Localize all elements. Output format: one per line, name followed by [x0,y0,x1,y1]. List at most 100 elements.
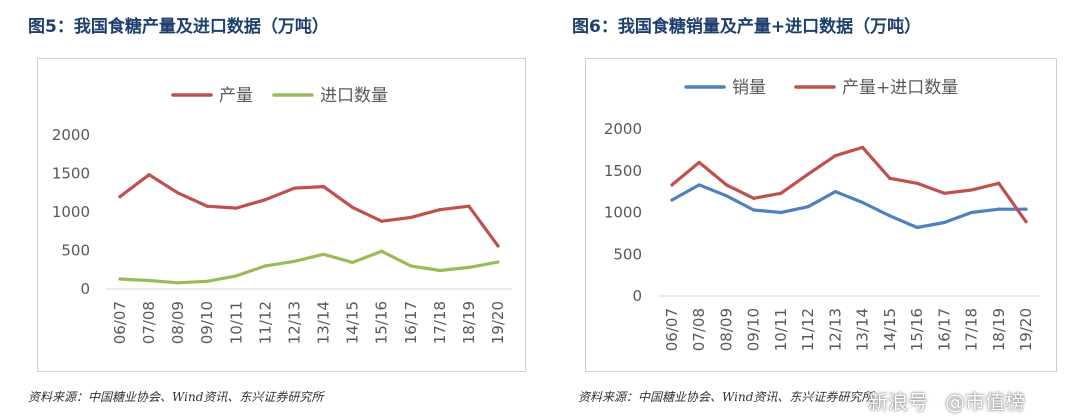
data-point [969,188,974,192]
data-point [670,183,674,187]
y-tick-label: 2000 [52,126,90,144]
data-point [806,205,810,209]
x-tick-label: 12/13 [826,308,844,351]
data-point [833,154,837,158]
data-point [1024,220,1028,224]
data-point [724,183,729,187]
x-tick-label: 13/14 [315,301,333,344]
data-point [670,198,674,202]
legend-label: 产量 [219,86,253,106]
x-tick-label: 15/16 [908,308,926,351]
data-point [467,265,471,270]
data-point [438,208,442,212]
chart6-svg: 0 500 1000 1500 2000 06/07 07/08 08/09 09/10 10/1… [604,78,1040,351]
series-line-0 [118,173,500,248]
data-point [292,186,297,190]
data-point [438,268,442,273]
data-point [915,181,919,185]
series-line-1 [670,145,1028,224]
data-point [833,190,837,194]
x-tick-label: 14/15 [881,308,899,351]
data-point [176,281,180,285]
figure6-source: 资料来源：中国糖业协会、Wind资讯、东兴证券研究所 [578,390,874,404]
data-point [888,176,892,180]
x-tick-label: 13/14 [854,308,872,351]
x-tick-label: 17/18 [431,301,449,344]
x-tick-label: 15/16 [373,301,391,344]
x-tick-label: 18/19 [990,308,1008,351]
x-tick-label: 19/20 [1017,308,1035,351]
data-point [496,244,500,248]
y-tick-label: 0 [632,287,642,305]
data-point [118,195,122,199]
x-tick-label: 09/10 [745,308,763,351]
data-point [997,207,1001,211]
chart5-panel: 0 500 1000 1500 2000 06/07 07/08 08/09 09/10 10/1… [37,58,526,372]
x-tick-label: 14/15 [344,301,362,344]
data-point [861,145,865,149]
y-tick-label: 500 [613,245,642,263]
x-tick-label: 17/18 [963,308,981,351]
y-tick-label: 1500 [604,162,642,180]
data-point [888,214,892,218]
data-point [147,278,151,283]
x-tick-label: 06/07 [663,308,681,351]
data-point [724,194,729,198]
x-tick-label: 10/11 [227,301,245,344]
data-point [321,252,326,256]
y-tick-label: 500 [61,242,90,260]
watermark: @市值榜 [945,390,1025,414]
y-tick-label: 1000 [604,204,642,222]
x-tick-label: 06/07 [111,301,129,344]
data-point [234,274,238,278]
data-point [752,196,756,200]
x-tick-label: 16/17 [935,308,953,351]
y-tick-label: 0 [80,280,90,298]
watermark-logo: 新浪号 [868,390,928,414]
data-point [779,191,783,195]
data-point [321,184,326,189]
data-point [409,215,413,219]
y-tick-label: 2000 [604,120,642,138]
data-point [969,210,974,215]
x-tick-label: 19/20 [489,301,507,344]
data-point [118,277,122,281]
y-tick-label: 1000 [52,203,90,221]
data-point [380,219,384,223]
data-point [496,260,500,264]
data-point [263,264,267,268]
data-point [380,249,384,253]
x-tick-label: 10/11 [772,308,790,351]
y-tick-label: 1500 [52,165,90,183]
data-point [205,279,209,283]
data-point [467,204,471,208]
data-point [147,173,151,177]
figure6-title: 图6：我国食糖销量及产量+进口数据（万吨） [572,17,922,37]
data-point [915,225,919,230]
x-tick-label: 08/09 [717,308,735,351]
data-point [861,200,865,205]
data-point [234,206,238,210]
x-tick-label: 16/17 [402,301,420,344]
x-tick-label: 07/08 [140,301,158,344]
data-point [697,183,701,187]
figure5-source: 资料来源：中国糖业协会、Wind资讯、东兴证券研究所 [28,390,324,404]
legend-label: 销量 [732,78,766,98]
legend-label: 产量+进口数量 [842,78,958,98]
chart5-svg: 0 500 1000 1500 2000 06/07 07/08 08/09 09/10 10/1… [52,86,512,344]
data-point [205,204,209,208]
series-line-1 [118,249,500,285]
data-point [697,160,701,164]
chart6-panel: 0 500 1000 1500 2000 06/07 07/08 08/09 09/10 10/1… [585,58,1057,372]
x-tick-label: 07/08 [690,308,708,351]
data-point [997,181,1001,185]
data-point [263,198,267,202]
data-point [752,208,756,212]
legend-label: 进口数量 [320,86,388,106]
series-line-0 [670,183,1028,230]
x-tick-label: 12/13 [285,301,303,344]
x-tick-label: 08/09 [169,301,187,344]
data-point [409,264,413,268]
x-tick-label: 11/12 [799,308,817,351]
x-tick-label: 11/12 [256,301,274,344]
